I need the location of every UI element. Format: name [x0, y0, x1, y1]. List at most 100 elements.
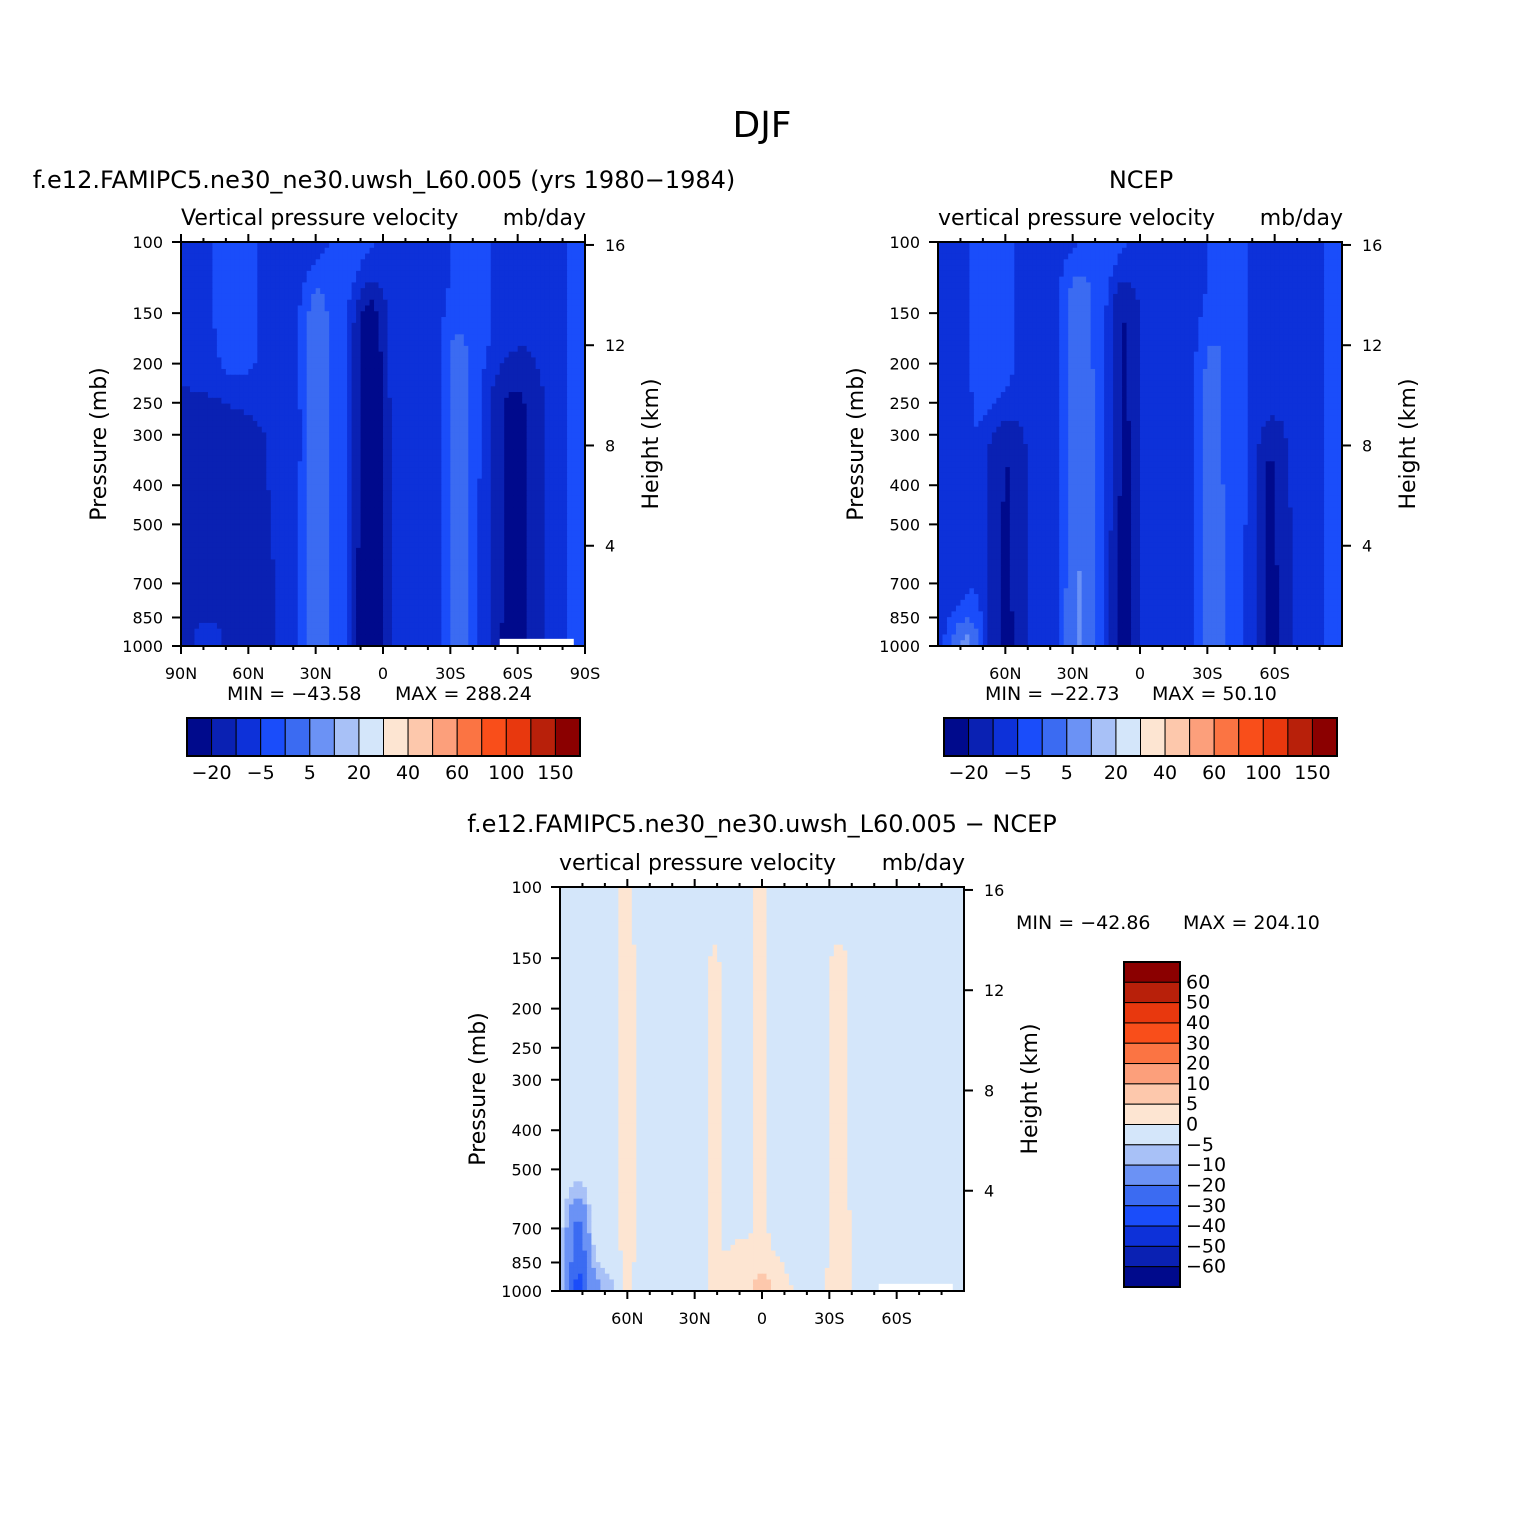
model-cell: [329, 461, 335, 468]
model-cell: [378, 282, 384, 289]
model-cell: [248, 397, 254, 405]
model-cell: [234, 397, 240, 405]
model-cell: [266, 513, 272, 520]
model-cell: [365, 299, 371, 307]
model-cell: [441, 276, 447, 283]
model-cell: [571, 438, 577, 445]
model-cell: [558, 259, 564, 266]
model-cell: [576, 322, 582, 330]
model-cell: [436, 547, 442, 555]
model-cell: [311, 495, 317, 503]
model-cell: [243, 311, 249, 318]
model-cell: [477, 340, 483, 347]
model-cell: [432, 305, 438, 312]
model-cell: [441, 467, 447, 474]
model-cell: [535, 363, 541, 370]
model-cell: [427, 299, 433, 307]
model-cell: [356, 322, 362, 330]
model-cell: [463, 484, 469, 491]
model-cell: [297, 467, 303, 474]
model-cell: [243, 270, 249, 278]
model-cell: [544, 368, 550, 376]
model-cell: [320, 449, 326, 457]
model-cell: [257, 386, 263, 393]
model-cell: [234, 461, 240, 468]
model-cell: [450, 536, 456, 543]
model-cell: [378, 270, 384, 278]
model-cell: [553, 444, 559, 451]
model-cell: [333, 368, 339, 376]
model-cell: [181, 282, 187, 289]
model-cell: [356, 270, 362, 278]
model-cell: [194, 340, 200, 347]
model-cell: [374, 340, 380, 347]
model-cell: [181, 484, 187, 491]
model-cell: [275, 328, 281, 335]
model-cell: [216, 397, 222, 405]
model-cell: [207, 403, 214, 410]
model-cell: [531, 519, 537, 526]
model-cell: [216, 293, 222, 301]
model-cell: [454, 265, 460, 272]
model-cell: [333, 247, 339, 255]
model-cell: [558, 317, 564, 324]
model-cell: [535, 478, 541, 485]
model-cell: [338, 253, 344, 260]
model-cell: [423, 317, 429, 324]
model-cell: [351, 299, 357, 307]
model-cell: [324, 467, 330, 474]
model-cell: [288, 403, 294, 410]
model-cell: [562, 357, 568, 364]
model-cell: [185, 363, 191, 370]
model-cell: [374, 380, 380, 387]
model-cell: [320, 519, 326, 526]
model-cell: [356, 363, 362, 370]
model-cell: [374, 392, 380, 399]
model-cell: [558, 386, 564, 393]
model-cell: [490, 242, 496, 249]
model-cell: [342, 357, 348, 364]
model-cell: [181, 397, 187, 405]
model-cell: [423, 542, 429, 549]
model-cell: [459, 519, 465, 526]
model-cell: [490, 328, 496, 335]
model-cell: [495, 432, 501, 439]
model-cell: [454, 340, 460, 347]
model-cell: [185, 311, 191, 318]
model-cell: [490, 380, 496, 387]
model-cell: [486, 553, 492, 561]
model-cell: [432, 253, 438, 260]
model-cell: [409, 490, 416, 497]
model-cell: [212, 288, 218, 295]
model-cell: [571, 305, 577, 312]
model-cell: [553, 270, 559, 278]
model-cell: [423, 345, 429, 353]
model-cell: [540, 322, 546, 330]
model-cell: [414, 282, 420, 289]
model-cell: [531, 530, 537, 537]
model-cell: [279, 380, 285, 387]
model-cell: [239, 547, 245, 555]
model-cell: [405, 507, 411, 514]
model-cell: [369, 403, 375, 410]
model-cell: [445, 501, 451, 509]
model-cell: [383, 317, 389, 324]
model-cell: [279, 490, 285, 497]
model-cell: [436, 282, 442, 289]
model-cell: [490, 547, 496, 555]
model-cell: [459, 368, 465, 376]
model-cell: [284, 415, 290, 422]
model-cell: [400, 490, 407, 497]
model-cell: [459, 311, 465, 318]
model-cell: [486, 536, 492, 543]
model-cell: [329, 490, 335, 497]
model-cell: [360, 305, 366, 312]
model-cell: [387, 259, 393, 266]
model-cell: [248, 542, 254, 549]
model-cell: [378, 351, 384, 359]
model-cell: [472, 397, 478, 405]
model-cell: [423, 490, 429, 497]
model-cell: [454, 524, 460, 532]
model-cell: [252, 420, 258, 428]
model-cell: [351, 363, 357, 370]
